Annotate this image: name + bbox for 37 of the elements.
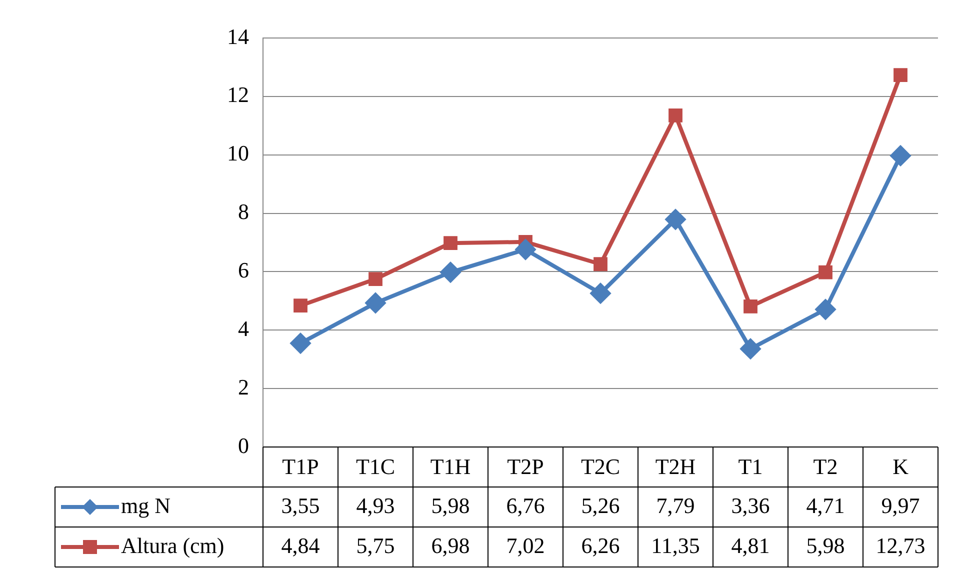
- x-tick-label: T1C: [356, 454, 396, 479]
- data-label: 7,02: [506, 532, 545, 558]
- legend-label: mg N: [121, 492, 171, 518]
- x-tick-label: T1P: [282, 454, 319, 479]
- data-label: 5,75: [356, 532, 395, 558]
- data-label: 6,26: [581, 532, 620, 558]
- data-label: 4,84: [281, 532, 320, 558]
- x-tick-label: T2H: [655, 454, 696, 479]
- x-tick-label: K: [892, 454, 909, 479]
- data-label: 5,98: [806, 532, 845, 558]
- y-tick-label: 2: [238, 374, 249, 400]
- x-tick-label: T1H: [430, 454, 471, 479]
- y-tick-label: 14: [227, 24, 249, 49]
- y-tick-label: 8: [238, 199, 249, 224]
- y-tick-label: 10: [227, 140, 249, 166]
- x-tick-label: T2C: [580, 454, 620, 479]
- data-label: 5,26: [581, 492, 620, 518]
- data-label: 11,35: [651, 532, 700, 558]
- x-tick-label: T1: [738, 454, 763, 479]
- x-tick-label: T2: [813, 454, 838, 479]
- y-tick-label: 6: [238, 257, 249, 282]
- y-tick-label: 4: [238, 316, 249, 341]
- y-tick-label: 0: [238, 432, 249, 458]
- y-tick-label: 12: [227, 82, 249, 108]
- data-label: 6,76: [506, 492, 545, 518]
- data-label: 9,97: [881, 492, 920, 518]
- data-label: 5,98: [431, 492, 470, 518]
- data-label: 4,71: [806, 492, 845, 518]
- data-label: 3,55: [281, 492, 320, 518]
- data-label: 3,36: [731, 492, 770, 518]
- legend-label: Altura (cm): [121, 532, 224, 558]
- data-label: 4,93: [356, 492, 395, 518]
- x-tick-label: T2P: [507, 454, 544, 479]
- data-label: 4,81: [731, 532, 770, 558]
- data-label: 7,79: [656, 492, 695, 518]
- data-label: 12,73: [876, 532, 926, 558]
- data-label: 6,98: [431, 532, 470, 558]
